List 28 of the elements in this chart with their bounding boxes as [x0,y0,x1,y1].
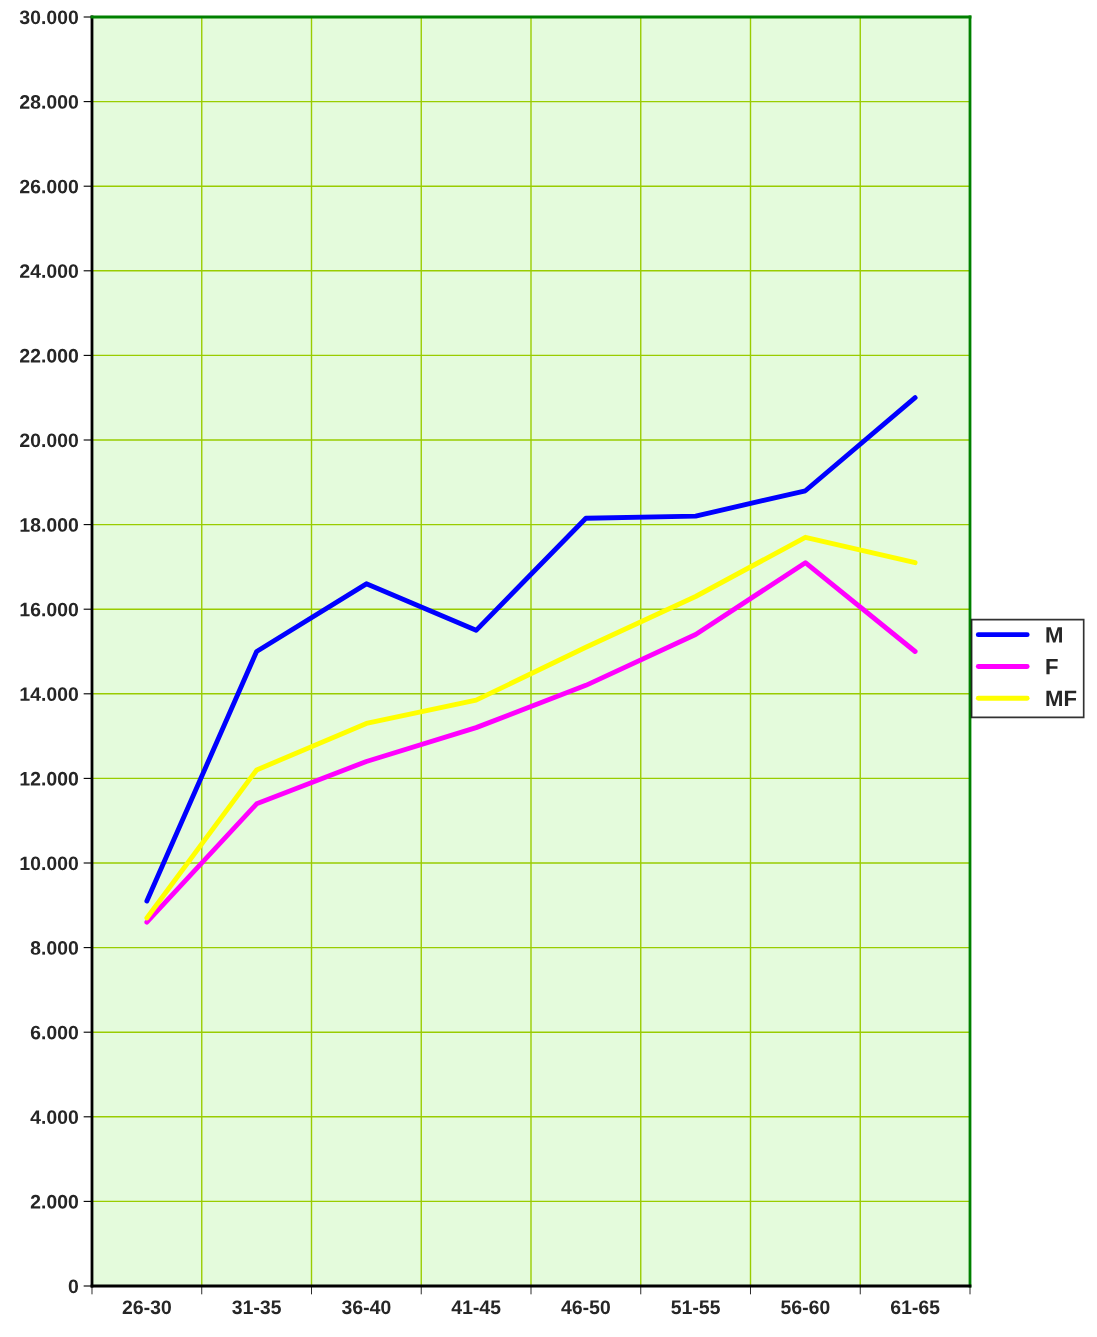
y-tick-label: 28.000 [20,95,79,109]
legend-label: MF [1046,690,1077,707]
y-tick-label: 6.000 [30,1025,79,1040]
x-tick-label: 26-30 [122,1300,171,1315]
legend-label: F [1046,658,1058,675]
y-tick-label: 24.000 [20,264,79,279]
y-tick-label: 18.000 [20,518,79,532]
y-tick-label: 26.000 [20,179,79,194]
y-tick-label: 4.000 [30,1110,79,1125]
x-tick-label: 46-50 [561,1300,610,1315]
y-tick-label: 22.000 [20,348,79,363]
y-tick-label: 8.000 [30,941,79,955]
y-tick-label: 20.000 [20,433,79,448]
y-tick-label: 12.000 [20,771,79,786]
y-tick-label: 10.000 [20,856,79,871]
y-tick-label: 14.000 [20,687,79,702]
x-tick-label: 56-60 [781,1300,830,1315]
y-tick-label: 0 [68,1279,79,1294]
x-tick-label: 51-55 [671,1300,720,1315]
x-tick-label: 41-45 [451,1300,501,1315]
legend-label: M [1046,627,1062,643]
x-tick-label: 61-65 [890,1300,940,1315]
line-series [144,395,918,904]
y-tick-label: 30.000 [19,10,79,25]
x-tick-label: 31-35 [232,1300,281,1315]
x-tick-label: 36-40 [341,1300,391,1315]
y-tick-label: 2.000 [30,1194,79,1209]
y-tick-label: 16.000 [20,602,79,617]
